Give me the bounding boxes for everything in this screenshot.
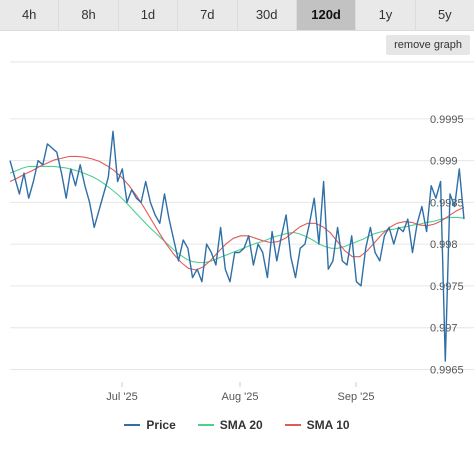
legend-swatch — [124, 424, 141, 426]
range-button-1d[interactable]: 1d — [119, 0, 179, 30]
y-tick-label: 0.9995 — [430, 114, 464, 126]
time-range-selector: 4h 8h 1d 7d 30d 120d 1y 5y — [0, 0, 474, 31]
series-price — [9, 130, 465, 362]
legend-item-sma-10[interactable]: SMA 10 — [284, 418, 350, 432]
legend-label: SMA 20 — [219, 418, 263, 432]
chart-series — [9, 130, 465, 362]
x-axis-ticks: Jul '25 Aug '25 Sep '25 — [106, 382, 374, 403]
series-sma-20 — [9, 165, 465, 264]
y-tick-label: 0.9965 — [430, 364, 464, 376]
range-button-7d[interactable]: 7d — [178, 0, 238, 30]
legend-label: Price — [146, 418, 176, 432]
series-line — [9, 130, 465, 362]
legend-swatch — [284, 424, 301, 426]
y-tick-label: 0.998 — [430, 239, 458, 251]
y-tick-label: 0.999 — [430, 156, 458, 168]
legend-label: SMA 10 — [306, 418, 350, 432]
x-tick-label: Jul '25 — [106, 391, 137, 403]
legend-swatch — [197, 424, 214, 426]
series-line — [9, 165, 465, 264]
range-button-120d[interactable]: 120d — [296, 0, 357, 30]
legend-item-sma-20[interactable]: SMA 20 — [197, 418, 263, 432]
x-tick-label: Sep '25 — [338, 391, 375, 403]
range-button-1y[interactable]: 1y — [356, 0, 416, 30]
y-tick-label: 0.9985 — [430, 197, 464, 209]
x-tick-label: Aug '25 — [222, 391, 259, 403]
range-button-5y[interactable]: 5y — [437, 7, 452, 22]
chart-legend: Price SMA 20 SMA 10 — [0, 418, 474, 432]
range-button-4h[interactable]: 4h — [0, 0, 60, 30]
range-button-30d[interactable]: 30d — [238, 0, 297, 30]
range-button-8h[interactable]: 8h — [59, 0, 119, 30]
price-chart: 0.99650.9970.99750.9980.99850.9990.9995 … — [9, 61, 474, 403]
chart-grid — [10, 61, 474, 370]
remove-graph-button[interactable]: remove graph — [386, 35, 470, 55]
legend-item-price[interactable]: Price — [124, 418, 176, 432]
